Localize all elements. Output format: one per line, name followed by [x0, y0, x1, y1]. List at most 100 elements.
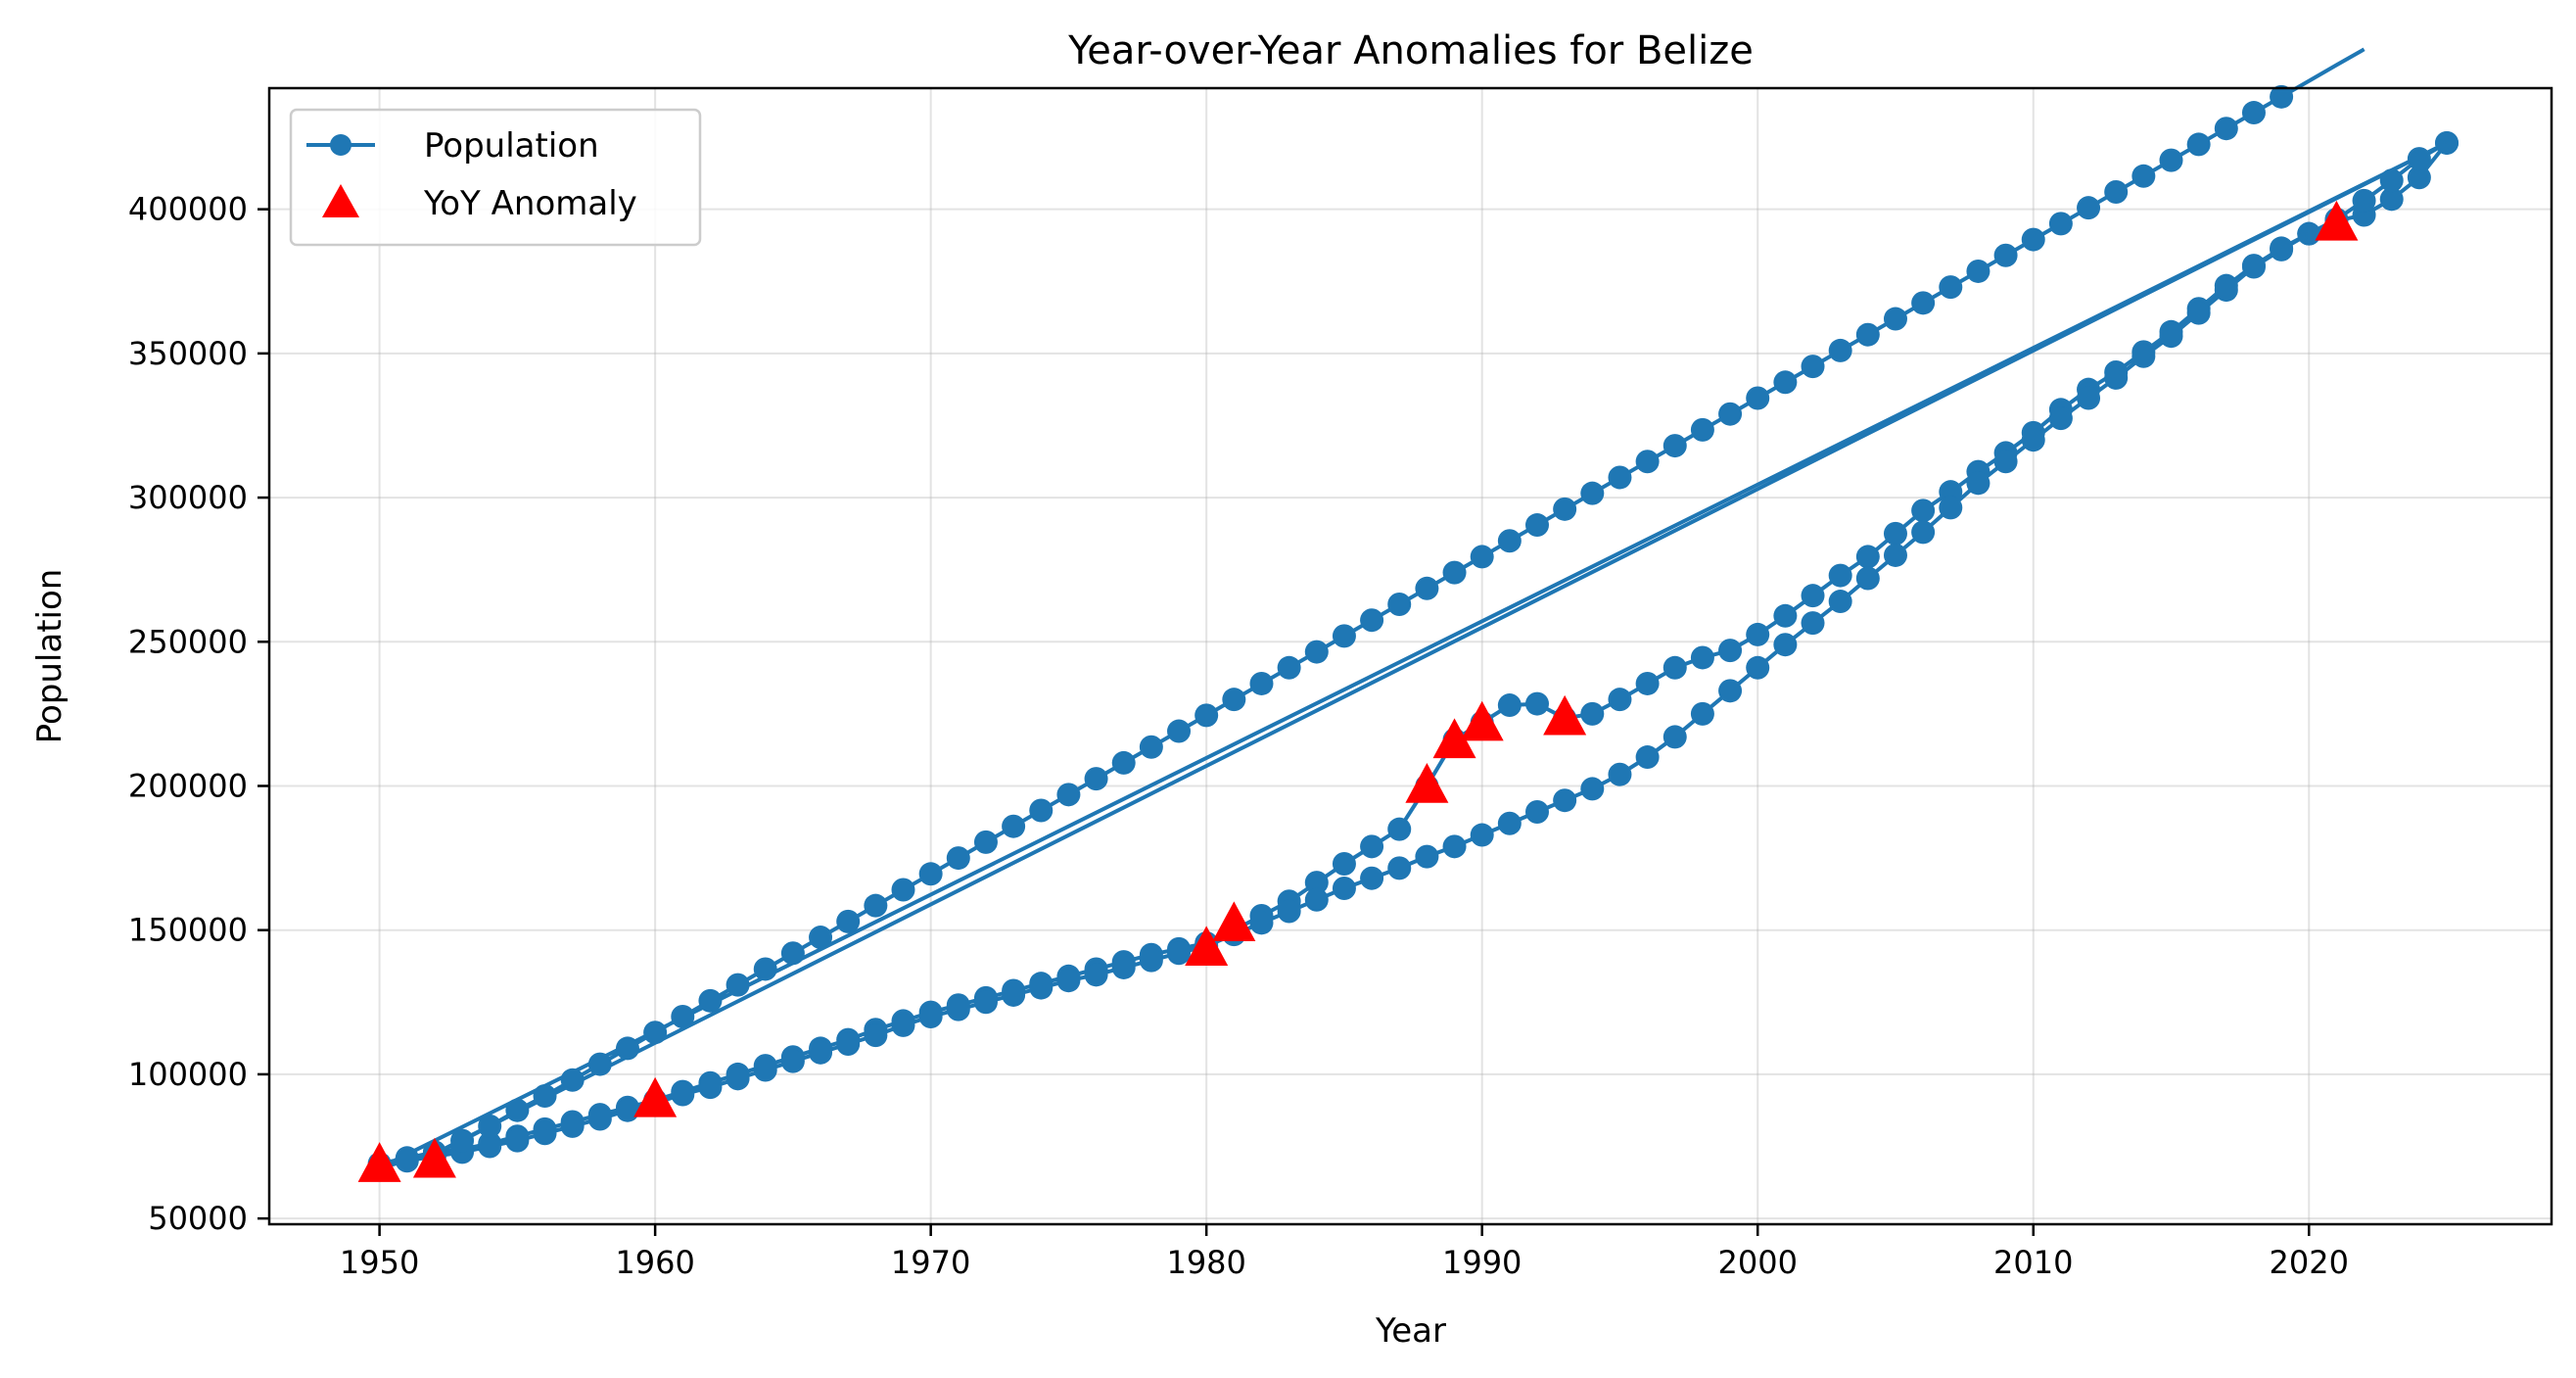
population-marker — [2131, 344, 2156, 368]
population-marker — [1360, 608, 1384, 633]
population-marker — [1883, 521, 1907, 546]
population-marker — [918, 1005, 943, 1029]
population-marker — [2270, 84, 2294, 109]
population-marker — [1304, 887, 1329, 912]
population-marker — [1911, 520, 1936, 545]
y-tick-label: 300000 — [128, 479, 248, 516]
y-tick-label: 400000 — [128, 191, 248, 228]
population-marker — [1470, 545, 1494, 569]
population-marker — [2077, 386, 2101, 410]
x-tick-label: 2010 — [1993, 1244, 2073, 1281]
grid — [269, 88, 2552, 1224]
population-marker — [1442, 560, 1467, 585]
population-marker — [2297, 221, 2321, 246]
y-tick-label: 100000 — [128, 1056, 248, 1093]
population-marker — [1746, 386, 1770, 410]
population-marker — [1773, 370, 1798, 395]
population-marker — [2159, 148, 2183, 172]
population-marker — [1222, 688, 1246, 712]
x-tick-label: 1990 — [1442, 1244, 1522, 1281]
population-marker — [780, 1049, 805, 1073]
population-marker — [753, 1058, 777, 1082]
population-marker — [1993, 243, 2018, 267]
population-marker — [1690, 701, 1714, 726]
population-marker — [1939, 275, 1963, 300]
population-marker — [2048, 212, 2073, 236]
population-marker — [1801, 584, 1825, 608]
population-marker — [1111, 750, 1136, 775]
population-marker — [1139, 948, 1163, 973]
anomaly-marker — [1212, 901, 1256, 942]
legend: Population YoY Anomaly — [289, 108, 702, 247]
population-marker — [1332, 624, 1356, 648]
anomaly-marker — [633, 1076, 678, 1117]
population-marker — [1746, 655, 1770, 680]
population-marker — [1911, 499, 1936, 523]
population-marker — [2241, 255, 2266, 279]
population-marker — [1056, 969, 1081, 993]
population-marker — [2186, 301, 2211, 325]
population-marker — [533, 1083, 557, 1108]
population-marker — [2159, 324, 2183, 349]
population-marker — [615, 1036, 639, 1061]
population-marker — [1828, 590, 1852, 614]
legend-label-population: Population — [424, 126, 599, 166]
population-marker — [726, 973, 750, 997]
population-marker — [1966, 471, 1991, 496]
population-marker — [1855, 566, 1880, 591]
anomaly-marker — [357, 1142, 401, 1182]
population-marker — [1635, 745, 1660, 770]
y-tick-label: 150000 — [128, 912, 248, 949]
population-marker — [643, 1021, 668, 1045]
population-marker — [891, 1013, 915, 1037]
population-marker — [698, 988, 723, 1013]
population-marker — [1608, 465, 1632, 490]
population-marker — [1497, 529, 1522, 553]
population-marker — [1635, 450, 1660, 474]
population-marker — [1525, 513, 1549, 538]
population-marker — [973, 830, 998, 854]
anomaly-markers — [357, 200, 2359, 1182]
population-marker — [450, 1128, 475, 1153]
population-marker — [809, 1040, 833, 1065]
population-marker — [2241, 101, 2266, 125]
population-marker — [1497, 693, 1522, 718]
population-marker — [2104, 365, 2129, 390]
population-marker — [1773, 633, 1798, 657]
population-marker — [1801, 355, 1825, 379]
population-marker — [1111, 955, 1136, 979]
population-marker — [2352, 188, 2376, 213]
anomaly-marker — [1460, 700, 1504, 741]
population-marker — [1580, 777, 1605, 801]
population-marker — [1608, 762, 1632, 786]
population-marker — [2435, 130, 2459, 155]
population-marker — [1773, 603, 1798, 628]
population-marker — [2214, 278, 2238, 303]
population-marker — [1029, 975, 1054, 1000]
population-marker — [1304, 640, 1329, 664]
population-marker — [1828, 563, 1852, 588]
population-marker — [2104, 179, 2129, 204]
population-marker — [1470, 823, 1494, 847]
population-marker — [1304, 871, 1329, 895]
population-marker — [946, 997, 970, 1022]
population-marker — [1553, 497, 1577, 521]
population-marker — [1718, 679, 1743, 703]
population-marker — [587, 1107, 612, 1131]
y-tick-label: 50000 — [148, 1200, 248, 1237]
y-tick-label: 350000 — [128, 335, 248, 372]
population-marker — [1332, 851, 1356, 876]
population-marker — [1084, 767, 1108, 791]
y-tick-label: 200000 — [128, 767, 248, 804]
x-tick-label: 1960 — [615, 1244, 694, 1281]
population-marker — [1580, 701, 1605, 726]
population-marker — [1360, 834, 1384, 859]
population-marker — [1966, 259, 1991, 283]
legend-box — [289, 108, 702, 247]
population-marker — [1415, 576, 1439, 600]
y-tick-label: 250000 — [128, 623, 248, 660]
population-marker — [1828, 338, 1852, 362]
population-marker — [1939, 496, 1963, 520]
legend-circle-marker — [330, 134, 351, 156]
